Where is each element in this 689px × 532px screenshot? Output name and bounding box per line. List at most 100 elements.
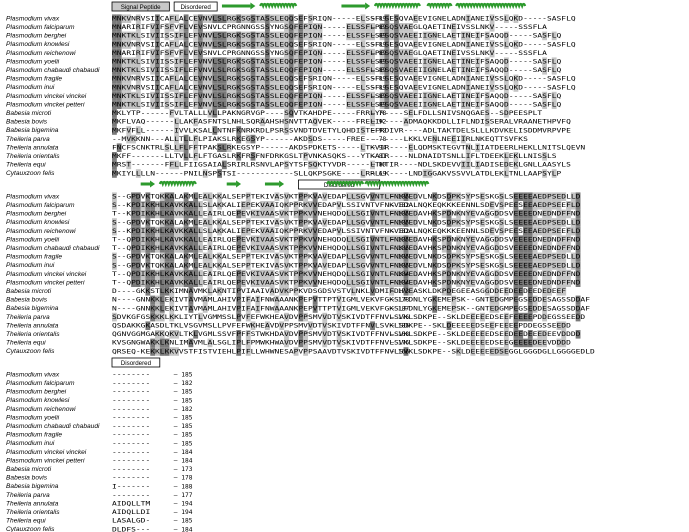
alignment-row: Theileria equi LASALGD- — 185 (6, 518, 193, 525)
helix-mark (373, 2, 421, 10)
sequence: KVSGNGWAKKLKNLIMAVMLALSGLIPLFPMWKHWAVDVP… (112, 340, 571, 347)
sequence: MNARIRIFVIFSFVFLVEVSNVLCPRGNNGSSSYNGSQFE… (112, 50, 547, 57)
alignment-row: Plasmodium knowlesi S--GPDVKTQKKALAKMLEAL… (6, 218, 581, 227)
sequence: N----GNNKKLEKIVTAVMAMLAHIVPIFAIFNWAAANKP… (112, 297, 590, 304)
species-name: Plasmodium vivax (6, 193, 60, 200)
species-name: Theileria orientalis (6, 331, 60, 338)
species-name: Babesia bigemina (6, 483, 59, 490)
sequence-end-position: — 185 (390, 219, 409, 226)
sequence-end-position: — 185 (390, 194, 409, 201)
sequence: S--KPDIKKHLKAVKKALLSLAKKALIEPEKVAAIQKPPR… (112, 202, 581, 209)
sequence-end-position: — 78 (371, 110, 386, 117)
species-name: Cytauxzoon felis (6, 170, 55, 177)
alignment-row: Plasmodium berghei T--KPDIKKHLKAVKKALLEAI… (6, 209, 581, 219)
alignment-row: Babesia bigemina I------- — 188 (6, 483, 193, 490)
sequence: -------- (112, 432, 150, 439)
sequence-end-position: — 185 (174, 518, 193, 525)
alignment-row: Babesia bovis MKFLVAQ------LLAKFASFNTSLNH… (6, 117, 571, 127)
alignment-row: Plasmodium vinckei petteri T--QPDIKKHLKAV… (6, 278, 581, 287)
sequence-end-position: — 182 (174, 380, 193, 387)
species-name: Plasmodium vinckei petteri (6, 101, 85, 108)
sequence: -------- (112, 458, 150, 465)
alignment-row: Theileria annulata QSDAKKGKASDLTKLVSGVMSL… (6, 321, 571, 330)
sequence: MNKTKLSIVIISSIFLEFVNVLSLRGKSGSTASSLEQQFE… (112, 93, 562, 100)
sequence-end-position: — 173 (174, 466, 193, 473)
species-name: Plasmodium knowlesi (6, 397, 70, 404)
sequence-end-position: — 89 (371, 41, 386, 48)
alignment-row: Cytauxzoon felis QRSEQ-KEKKLKKVVSTFISTVIE… (6, 347, 595, 356)
alignment-row: Babesia bigemina N----GNNKKLEKIVTAVMAMLAH… (6, 304, 590, 313)
sequence-end-position: — 178 (174, 475, 193, 482)
species-name: Plasmodium yoelii (6, 236, 60, 243)
helix-mark (455, 2, 527, 10)
signal-peptide-annotation: Signal Peptide (111, 1, 170, 12)
sequence: -------- (112, 380, 150, 387)
alignment-row: Theileria orientalis AIDQLLDI — 194 (6, 509, 193, 516)
species-name: Plasmodium vivax (6, 15, 60, 22)
sequence: MRST-------FFLLFIIGSAIALSRIRLRSNVLAPSYTS… (112, 162, 571, 169)
sequence-end-position: — 89 (371, 33, 386, 40)
sequence-end-position: — 182 (174, 406, 193, 413)
sequence-end-position: — 194 (174, 501, 193, 508)
sequence-end-position: — 92 (371, 127, 386, 134)
species-name: Cytauxzoon felis (6, 526, 55, 532)
alignment-row: Plasmodium yoelii T--QPDIKKHLKAVKKALLEAIR… (6, 235, 581, 244)
alignment-row: Plasmodium knowlesi MNKVNRVSIICAFLALCEVNV… (6, 40, 576, 49)
sequence: S--GPDVKTQKKALAKMLEALKKALSEPPTEKIVASVKTP… (112, 254, 581, 261)
alignment-row: Plasmodium inui -------- — 185 (6, 440, 193, 447)
species-name: Theileria annulata (6, 500, 59, 507)
sequence-end-position: — 89 (371, 50, 386, 57)
alignment-row: Plasmodium yoelii -------- — 185 (6, 414, 193, 421)
alignment-row: Babesia bovis N----GNNKKLEKIVTAVMAMLAHIVP… (6, 295, 590, 305)
alignment-row: Plasmodium falciparum -------- — 182 (6, 380, 193, 387)
annotation-label: Signal Peptide (121, 4, 161, 11)
alignment-row: Plasmodium vivax S--GPDVKTQKKALAKMLEALKKA… (6, 192, 581, 201)
alignment-row: Plasmodium vinckei petteri -------- — 184 (6, 457, 193, 464)
strand-arrow-mark (140, 180, 156, 188)
alignment-row: Theileria equi MRST-------FFLLFIIGSAIALSR… (6, 160, 571, 170)
sequence-end-position: — 89 (371, 76, 386, 83)
alignment-row: Theileria parva SDVKGFGSKKKLKKLIYTLVGMMSS… (6, 312, 586, 322)
species-name: Plasmodium knowlesi (6, 219, 70, 226)
sequence-end-position: — 166 (390, 348, 409, 355)
alignment-row: Plasmodium chabaudi chabaudi -------- — 18… (6, 423, 193, 430)
species-name: Plasmodium vinckei petteri (6, 279, 85, 286)
sequence: MKFVFLL------IVVLKSALLNTNFKNRKRDLPSRSSVN… (112, 127, 571, 134)
sequence-end-position: — 81 (371, 153, 386, 160)
sequence-end-position: — 185 (174, 415, 193, 422)
sequence: AIDQLLTM (112, 501, 151, 508)
alignment-row: Plasmodium berghei MNKTKLSIVIISSIFLEFVNVL… (6, 31, 562, 41)
helix-mark (426, 2, 453, 10)
sequence: -------- (112, 492, 150, 499)
alignment-row: Plasmodium vinckei vinckei -------- — 184 (6, 449, 193, 456)
species-name: Plasmodium berghei (6, 33, 67, 40)
alignment-row: Plasmodium vinckei vinckei MNKTKLSIVIISSI… (6, 91, 562, 101)
species-name: Plasmodium chabaudi chabaudi (6, 67, 100, 74)
species-name: Cytauxzoon felis (6, 348, 55, 355)
strand-arrow-mark (226, 180, 242, 188)
sequence: T--QPDIKKHLKAVKKALLEAIRLQEPEVKIVAASVKTPP… (112, 245, 581, 252)
species-name: Theileria equi (6, 518, 46, 525)
species-name: Plasmodium yoelii (6, 58, 60, 65)
sequence-end-position: — 89 (371, 93, 386, 100)
sequence-end-position: — 185 (390, 262, 409, 269)
alignment-block-1: Signal Peptide Disordered Plasmodium vivax… (6, 1, 586, 178)
alignment-row: Plasmodium fragile MNKVNRVSIICAFLALCEVNVL… (6, 74, 576, 84)
sequence: D----GKKSTLKKIMNAVMKLAKNTIPVIAAIVADVKPPK… (112, 288, 566, 295)
sequence: --MVKKNN---ALLTLLFLPIAKSLRKEGSYP------AK… (112, 136, 528, 143)
species-name: Plasmodium berghei (6, 389, 67, 396)
sequence: N----GNNKKLEKIVTAVMAMLAHIVPIFAIFNWAAANKP… (112, 305, 590, 312)
sequence-end-position: — 185 (174, 440, 193, 447)
sequence-end-position: — 185 (174, 423, 193, 430)
sequence: QSDAKKGKASDLTKLVSGVMSLLPVFEFWKHEAVDVPPSM… (112, 323, 571, 330)
alignment-row: Babesia microti MKLYTP------FVLTALLLVLLPA… (6, 109, 543, 118)
alignment-row: Theileria annulata AIDQLLTM — 194 (6, 500, 193, 507)
sequence-end-position: — 89 (371, 67, 386, 74)
species-name: Babesia microti (6, 288, 52, 295)
sequence: MNKTKLSIVIISSIFLEFVNVLSLRGKSGSTASSLEQQFE… (112, 59, 562, 66)
alignment-row: Plasmodium chabaudi chabaudi MNKTKLSIVIIS… (6, 66, 562, 75)
sequence-end-position: — 173 (390, 288, 409, 295)
alignment-row: Plasmodium vivax -------- — 185 (6, 371, 193, 378)
